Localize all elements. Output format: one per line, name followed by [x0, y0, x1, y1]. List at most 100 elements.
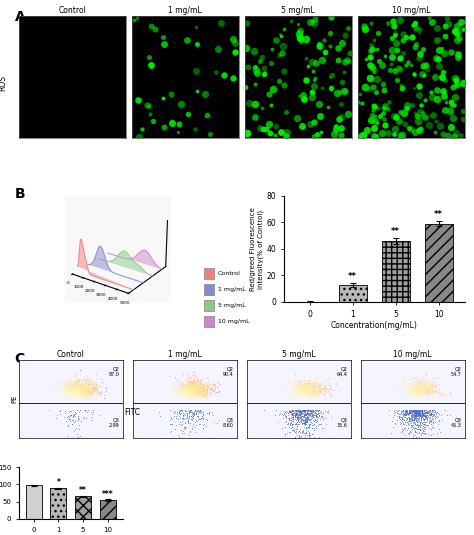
Point	[176, 377, 183, 386]
Point	[70, 389, 77, 398]
Point	[297, 411, 305, 420]
Point	[303, 394, 310, 402]
Point	[75, 384, 82, 392]
Point	[408, 414, 415, 422]
Point	[87, 380, 95, 388]
Point	[82, 391, 90, 399]
Point	[69, 379, 77, 387]
Point	[406, 406, 413, 415]
Point	[70, 385, 77, 394]
Point	[422, 61, 430, 70]
Point	[420, 425, 428, 433]
Point	[178, 379, 185, 388]
Point	[83, 386, 91, 394]
Point	[174, 378, 182, 386]
Point	[407, 386, 415, 394]
Title: 10 mg/mL: 10 mg/mL	[392, 6, 430, 16]
Point	[173, 376, 181, 384]
Point	[173, 408, 181, 416]
Point	[84, 379, 91, 387]
Point	[312, 390, 319, 399]
Point	[73, 383, 81, 391]
Point	[195, 383, 202, 392]
Point	[62, 387, 69, 395]
Point	[65, 385, 73, 394]
Point	[395, 407, 402, 416]
Point	[180, 381, 188, 389]
Point	[78, 388, 85, 396]
Point	[180, 415, 187, 423]
Point	[429, 386, 437, 394]
Point	[308, 390, 315, 399]
Point	[193, 387, 201, 395]
Point	[67, 383, 74, 392]
Point	[182, 384, 190, 393]
Point	[177, 387, 184, 395]
Point	[298, 384, 306, 393]
Point	[292, 408, 300, 416]
Point	[73, 378, 80, 387]
Point	[188, 379, 195, 388]
Point	[400, 429, 407, 438]
Point	[292, 393, 299, 402]
Point	[313, 387, 320, 396]
Point	[426, 411, 433, 419]
Point	[52, 385, 60, 393]
Point	[418, 383, 425, 391]
Point	[411, 386, 419, 395]
Point	[401, 407, 409, 416]
Text: 5 mg/mL: 5 mg/mL	[218, 303, 246, 308]
Point	[184, 389, 192, 398]
Point	[194, 389, 202, 398]
Point	[420, 386, 428, 394]
Point	[417, 49, 424, 58]
Point	[76, 382, 84, 391]
Point	[317, 385, 324, 394]
Point	[68, 389, 75, 398]
Point	[200, 393, 208, 402]
Point	[304, 380, 311, 389]
Point	[415, 387, 423, 396]
Point	[67, 390, 75, 399]
Point	[299, 420, 306, 429]
Point	[69, 389, 76, 398]
Point	[399, 415, 407, 423]
Point	[292, 425, 300, 433]
Point	[63, 412, 71, 421]
Point	[303, 380, 310, 388]
Point	[292, 410, 300, 418]
Point	[302, 383, 310, 391]
Point	[138, 125, 146, 133]
Point	[429, 111, 437, 120]
Point	[64, 383, 72, 391]
Point	[193, 387, 201, 395]
Point	[301, 387, 309, 395]
Point	[79, 386, 87, 395]
Point	[425, 407, 432, 416]
Point	[410, 407, 418, 416]
Point	[408, 384, 415, 392]
Point	[410, 418, 418, 426]
Point	[413, 429, 421, 438]
Point	[89, 379, 97, 387]
Point	[78, 394, 85, 403]
Point	[304, 382, 311, 391]
Point	[180, 388, 187, 397]
Point	[190, 387, 198, 395]
Point	[180, 389, 188, 398]
Point	[410, 389, 418, 398]
Point	[292, 387, 299, 396]
Point	[418, 389, 425, 398]
Point	[178, 409, 185, 418]
Point	[194, 412, 202, 421]
Point	[425, 390, 433, 399]
Point	[70, 387, 78, 396]
Point	[184, 385, 192, 394]
Point	[75, 387, 83, 396]
Point	[89, 385, 96, 393]
Point	[87, 385, 95, 394]
Point	[85, 384, 93, 393]
Point	[215, 379, 222, 387]
Point	[184, 385, 192, 393]
Point	[180, 389, 187, 398]
